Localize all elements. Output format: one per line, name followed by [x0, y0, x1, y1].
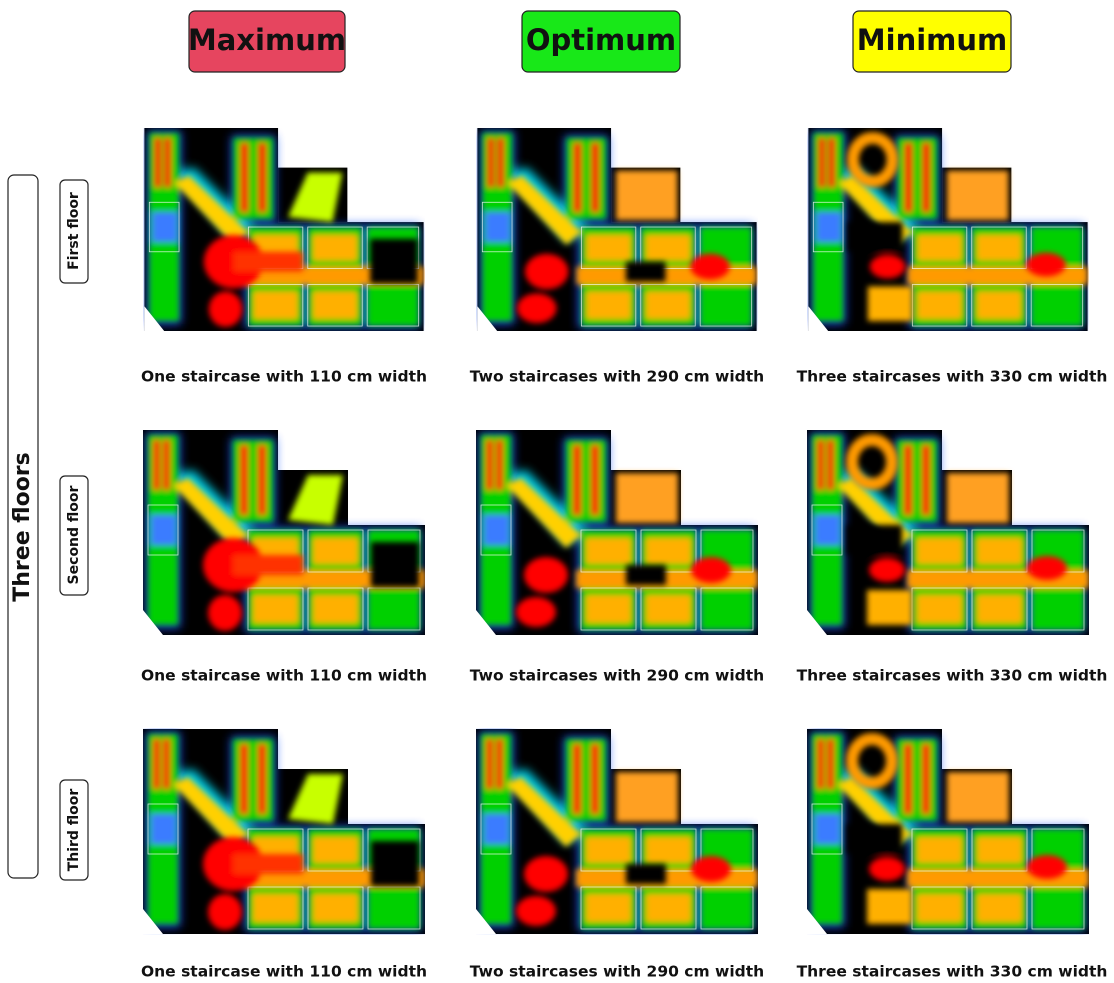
caption: Two staircases with 290 cm width [470, 667, 764, 685]
row-label: First floor [66, 192, 82, 270]
row-label: Third floor [66, 789, 82, 872]
heatmap [143, 729, 425, 934]
row-box [59, 179, 89, 284]
caption: Two staircases with 290 cm width [470, 368, 764, 386]
caption: One staircase with 110 cm width [141, 368, 427, 386]
row-box [59, 475, 89, 596]
caption: Three staircases with 330 cm width [797, 667, 1108, 685]
heatmap-grid [143, 128, 1089, 934]
header-box [188, 10, 346, 73]
caption: Two staircases with 290 cm width [470, 963, 764, 981]
group-label: Three floors [10, 452, 35, 602]
caption: One staircase with 110 cm width [141, 667, 427, 685]
group-box [7, 174, 39, 879]
header-box [521, 10, 681, 73]
caption: Three staircases with 330 cm width [797, 368, 1108, 386]
heatmap [144, 128, 423, 331]
caption: One staircase with 110 cm width [141, 963, 427, 981]
heatmap [143, 430, 425, 635]
caption: Three staircases with 330 cm width [797, 963, 1108, 981]
heatmap [476, 430, 758, 635]
header-box [852, 10, 1012, 73]
row-box [59, 779, 89, 881]
heatmap [476, 729, 758, 934]
column-header: Minimum [857, 23, 1007, 57]
heatmap [477, 128, 756, 331]
column-header: Maximum [188, 23, 346, 57]
column-header: Optimum [526, 23, 676, 57]
row-label: Second floor [66, 485, 82, 584]
